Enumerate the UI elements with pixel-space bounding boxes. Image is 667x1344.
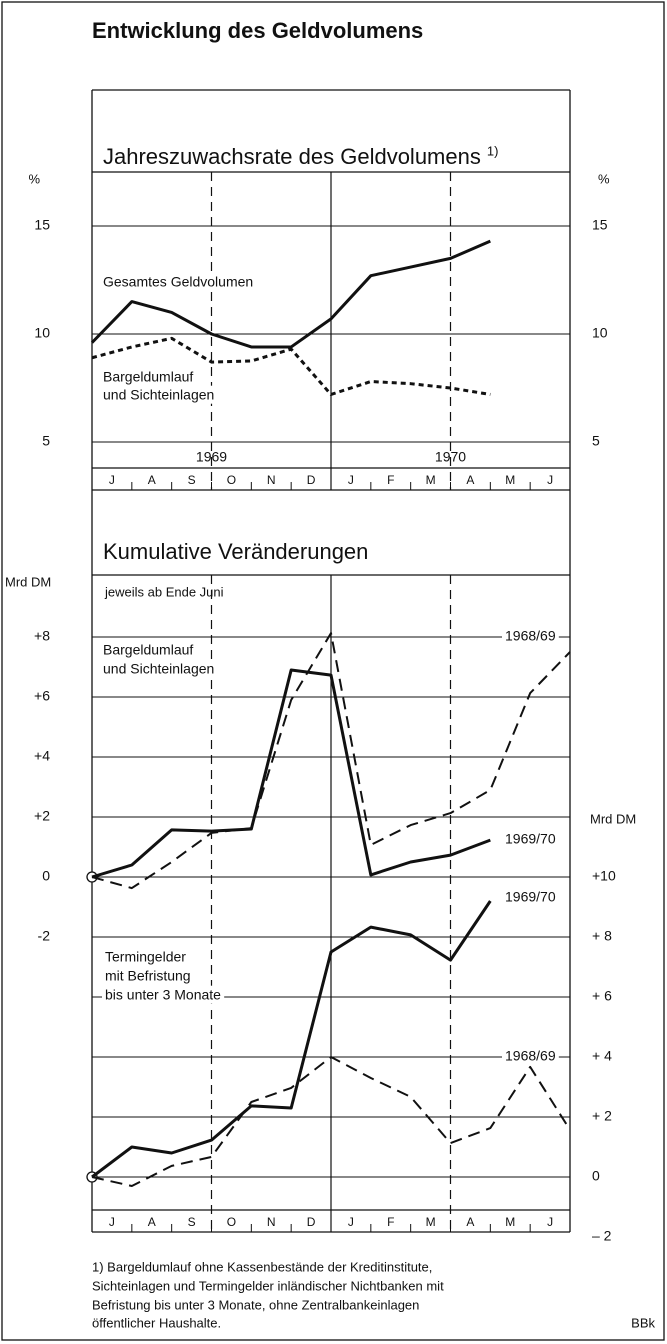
- label-background: [100, 385, 218, 404]
- footnote: Befristung bis unter 3 Monate, ohne Zent…: [92, 1297, 419, 1312]
- series-line: [91, 668, 491, 879]
- annotation: bis unter 3 Monate: [105, 987, 221, 1003]
- x-tick-label: D: [307, 1215, 316, 1229]
- y2-tick-label: + 8: [592, 928, 612, 944]
- footnote: 1) Bargeldumlauf ohne Kassenbestände der…: [92, 1259, 432, 1274]
- y-tick-label: +2: [34, 808, 50, 824]
- y-tick-label: 0: [42, 868, 50, 884]
- x-tick-label: J: [348, 1215, 354, 1229]
- label-background: [100, 367, 197, 386]
- x-tick-label: S: [188, 473, 196, 487]
- series-label: 1968/69: [505, 628, 556, 644]
- x-tick-label: M: [505, 473, 515, 487]
- panel-title: Kumulative Veränderungen: [103, 539, 368, 564]
- footnote: öffentlicher Haushalte.: [92, 1315, 221, 1330]
- x-tick-label: J: [547, 1215, 553, 1229]
- label-background: [100, 272, 257, 291]
- figure-title: Entwicklung des Geldvolumens: [92, 18, 423, 43]
- label-background: [502, 626, 559, 645]
- series-label: 1968/69: [505, 1048, 556, 1064]
- x-tick-label: M: [505, 1215, 515, 1229]
- x-tick-label: F: [387, 473, 394, 487]
- label-background: [502, 887, 559, 906]
- x-tick-label: M: [426, 1215, 436, 1229]
- y-tick-label: -2: [38, 928, 51, 944]
- y2-tick-label: 10: [592, 325, 608, 341]
- x-tick-label: F: [387, 1215, 394, 1229]
- series-line: [91, 632, 571, 890]
- y-tick-label: 15: [34, 217, 50, 233]
- year-label: 1970: [435, 449, 466, 465]
- y-tick-label: +4: [34, 748, 50, 764]
- label-background: [502, 829, 559, 848]
- annotation: mit Befristung: [105, 968, 191, 984]
- panel-title: Jahreszuwachsrate des Geldvolumens: [103, 144, 481, 169]
- series-label: und Sichteinlagen: [103, 387, 214, 403]
- x-tick-label: D: [307, 473, 316, 487]
- x-tick-label: N: [267, 473, 276, 487]
- label-background: [502, 1046, 559, 1065]
- x-tick-label: A: [466, 473, 474, 487]
- x-tick-label: A: [148, 1215, 156, 1229]
- series-line: [91, 1056, 571, 1187]
- y-axis-label: %: [28, 171, 40, 186]
- label-background: [102, 947, 190, 966]
- label-background: [102, 966, 194, 985]
- series-label: 1969/70: [505, 889, 556, 905]
- footnote: Sichteinlagen und Termingelder inländisc…: [92, 1278, 444, 1293]
- x-tick-label: J: [109, 473, 115, 487]
- y2-tick-label: + 4: [592, 1048, 612, 1064]
- x-tick-label: J: [348, 473, 354, 487]
- series-line: [91, 900, 492, 1179]
- series-line: [90, 239, 491, 349]
- y2-tick-label: 0: [592, 1168, 600, 1184]
- x-tick-label: N: [267, 1215, 276, 1229]
- x-tick-label: J: [109, 1215, 115, 1229]
- y2-tick-label: – 2: [592, 1228, 612, 1244]
- annotation: Bargeldumlauf: [103, 642, 193, 658]
- y2-tick-label: + 6: [592, 988, 612, 1004]
- x-tick-label: J: [547, 473, 553, 487]
- label-background: [100, 659, 218, 678]
- x-tick-label: S: [188, 1215, 196, 1229]
- y-tick-label: +6: [34, 688, 50, 704]
- title-note: 1): [487, 143, 499, 158]
- y2-axis-label: %: [598, 171, 610, 186]
- series-label: Bargeldumlauf: [103, 369, 193, 385]
- y-tick-label: 10: [34, 325, 50, 341]
- series-line: [91, 336, 491, 396]
- label-background: [100, 640, 197, 659]
- y-axis-label: Mrd DM: [5, 574, 51, 589]
- y2-tick-label: 5: [592, 433, 600, 449]
- series-label: 1969/70: [505, 831, 556, 847]
- y2-tick-label: 15: [592, 217, 608, 233]
- y2-tick-label: + 2: [592, 1108, 612, 1124]
- y2-tick-label: +10: [592, 868, 616, 884]
- x-tick-label: M: [426, 473, 436, 487]
- panel-subtitle: jeweils ab Ende Juni: [104, 584, 224, 599]
- x-tick-label: A: [466, 1215, 474, 1229]
- y-tick-label: 5: [42, 433, 50, 449]
- year-label: 1969: [196, 449, 227, 465]
- source: BBk: [631, 1315, 655, 1330]
- x-tick-label: O: [227, 1215, 236, 1229]
- x-tick-label: O: [227, 473, 236, 487]
- series-label: Gesamtes Geldvolumen: [103, 274, 253, 290]
- annotation: Termingelder: [105, 949, 186, 965]
- y-tick-label: +8: [34, 628, 50, 644]
- y2-axis-label: Mrd DM: [590, 811, 636, 826]
- label-background: [102, 985, 225, 1004]
- x-tick-label: A: [148, 473, 156, 487]
- annotation: und Sichteinlagen: [103, 661, 214, 677]
